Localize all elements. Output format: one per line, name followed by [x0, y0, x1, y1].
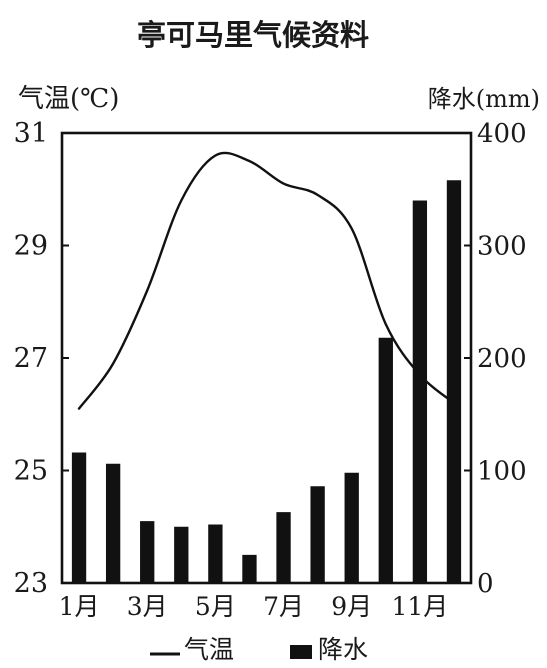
- temperature-line: [77, 151, 456, 410]
- precip-bar-1: [71, 452, 87, 583]
- legend: 气温 降水: [150, 635, 368, 664]
- precip-bar-3: [140, 521, 155, 583]
- precip-bar-10: [378, 337, 393, 583]
- left-tick-label: 25: [14, 456, 48, 487]
- legend-bar-label: 降水: [318, 635, 368, 664]
- x-tick-label: 3月: [127, 592, 168, 621]
- plot-frame: [60, 131, 473, 585]
- x-tick-label: 7月: [263, 592, 304, 621]
- left-tick-label: 31: [14, 118, 48, 149]
- precip-bar-8: [310, 486, 325, 583]
- chart-title: 亭可马里气候资料: [137, 18, 369, 52]
- precip-bar-4: [174, 526, 189, 583]
- x-tick-label: 9月: [331, 592, 372, 621]
- right-tick-label: 200: [477, 344, 527, 374]
- left-tick-label: 27: [14, 343, 48, 374]
- legend-line-label: 气温: [184, 635, 234, 664]
- x-tick-label: 11月: [391, 592, 448, 621]
- left-axis-ticks: 23 25 27 29 31: [14, 118, 69, 599]
- y-left-axis-label: 气温(℃): [18, 84, 119, 114]
- x-tick-label: 5月: [195, 592, 236, 621]
- left-tick-label: 29: [14, 231, 48, 262]
- precip-bar-9: [344, 472, 359, 583]
- legend-bar-swatch: [290, 645, 312, 659]
- right-tick-label: 0: [477, 569, 494, 599]
- right-tick-label: 100: [477, 457, 527, 487]
- x-axis-ticks: 1月 3月 5月 7月 9月 11月: [59, 577, 448, 621]
- right-tick-label: 400: [477, 119, 527, 149]
- x-tick-label: 1月: [59, 592, 100, 621]
- precipitation-bars: [71, 180, 462, 583]
- right-axis-ticks: 0 100 200 300 400: [464, 119, 527, 599]
- left-tick-label: 23: [14, 568, 48, 599]
- right-tick-label: 300: [477, 232, 527, 262]
- precip-bar-7: [276, 512, 291, 583]
- precip-bar-12: [446, 180, 462, 583]
- precip-bar-6: [242, 554, 257, 583]
- y-right-axis-label: 降水(mm): [428, 85, 540, 113]
- precip-bar-11: [412, 200, 428, 583]
- precip-bar-2: [105, 463, 121, 583]
- precip-bar-5: [208, 524, 223, 583]
